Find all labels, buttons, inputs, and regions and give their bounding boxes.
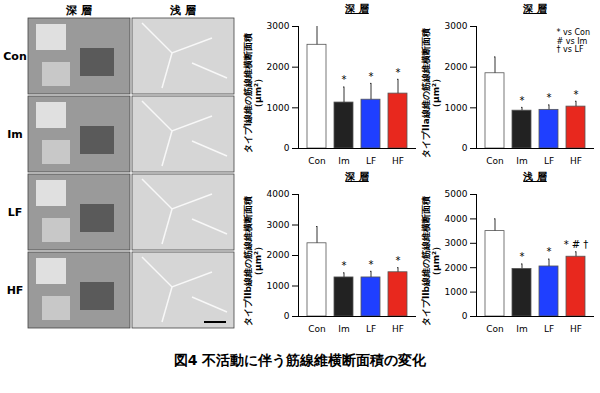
svg-text:1000: 1000 (445, 103, 468, 113)
svg-text:*: * (547, 92, 552, 103)
html-text:タイプI線維の筋線維横断面積（μm²）: タイプI線維の筋線維横断面積（μm²） (243, 32, 263, 154)
svg-text:Im: Im (7, 128, 23, 141)
svg-text:*: * (342, 74, 347, 85)
svg-text:LF: LF (366, 156, 376, 166)
svg-text:Con: Con (486, 156, 504, 166)
svg-text:2000: 2000 (267, 250, 290, 260)
svg-text:0: 0 (284, 311, 290, 321)
svg-text:*: * (396, 67, 401, 78)
svg-text:*: * (396, 255, 401, 266)
html-text:深 層: 深 層 (345, 3, 369, 14)
svg-text:3000: 3000 (445, 21, 468, 31)
html-text:深 層: 深 層 (345, 171, 369, 182)
svg-text:*: * (369, 259, 374, 270)
svg-text:Con: Con (486, 324, 504, 334)
svg-text:2000: 2000 (445, 62, 468, 72)
svg-text:深 層: 深 層 (65, 4, 92, 17)
svg-text:3000: 3000 (267, 220, 290, 230)
svg-text:Im: Im (516, 324, 527, 334)
svg-text:4000: 4000 (445, 214, 468, 224)
svg-text:3000: 3000 (445, 238, 468, 248)
html-text:図4 不活動に伴う筋線維横断面積の変化: 図4 不活動に伴う筋線維横断面積の変化 (173, 352, 427, 368)
html-text:深 層: 深 層 (523, 3, 547, 14)
svg-text:*: * (342, 260, 347, 271)
svg-text:Im: Im (338, 156, 349, 166)
svg-text:HF: HF (570, 156, 582, 166)
svg-text:LF: LF (8, 206, 23, 219)
svg-text:5000: 5000 (445, 189, 468, 199)
svg-text:*: * (547, 246, 552, 257)
svg-text:Con: Con (3, 50, 26, 63)
svg-text:HF: HF (7, 284, 24, 297)
svg-text:4000: 4000 (267, 189, 290, 199)
svg-text:0: 0 (284, 143, 290, 153)
svg-text:*: * (369, 71, 374, 82)
svg-text:* # †: * # † (564, 239, 589, 250)
svg-text:*: * (520, 95, 525, 106)
svg-text:Con: Con (308, 156, 326, 166)
svg-text:3000: 3000 (267, 21, 290, 31)
svg-text:2000: 2000 (267, 62, 290, 72)
svg-text:2000: 2000 (445, 263, 468, 273)
html-text:浅 層: 浅 層 (523, 171, 547, 182)
svg-text:LF: LF (366, 324, 376, 334)
html-text:タイプIIb線維の筋線維横断面積（μm²）: タイプIIb線維の筋線維横断面積（μm²） (243, 195, 263, 327)
svg-text:LF: LF (544, 156, 554, 166)
svg-text:1000: 1000 (267, 281, 290, 291)
html-text:タイプIIa線維の筋線維横断面積（μm²）: タイプIIa線維の筋線維横断面積（μm²） (421, 28, 441, 158)
svg-text:Im: Im (516, 156, 527, 166)
html-text:タイプIIb線維の筋線維横断面積（μm²）: タイプIIb線維の筋線維横断面積（μm²） (421, 195, 441, 327)
svg-text:1000: 1000 (267, 103, 290, 113)
svg-text:HF: HF (392, 324, 404, 334)
svg-text:* vs Con# vs Im† vs LF: * vs Con# vs Im† vs LF (557, 28, 591, 55)
svg-text:LF: LF (544, 324, 554, 334)
svg-text:HF: HF (570, 324, 582, 334)
svg-text:0: 0 (462, 311, 468, 321)
svg-text:浅 層: 浅 層 (169, 4, 196, 17)
svg-text:*: * (574, 89, 579, 100)
svg-text:Im: Im (338, 324, 349, 334)
svg-text:Con: Con (308, 324, 326, 334)
svg-text:1000: 1000 (445, 287, 468, 297)
svg-text:*: * (520, 251, 525, 262)
svg-text:HF: HF (392, 156, 404, 166)
svg-text:0: 0 (462, 143, 468, 153)
